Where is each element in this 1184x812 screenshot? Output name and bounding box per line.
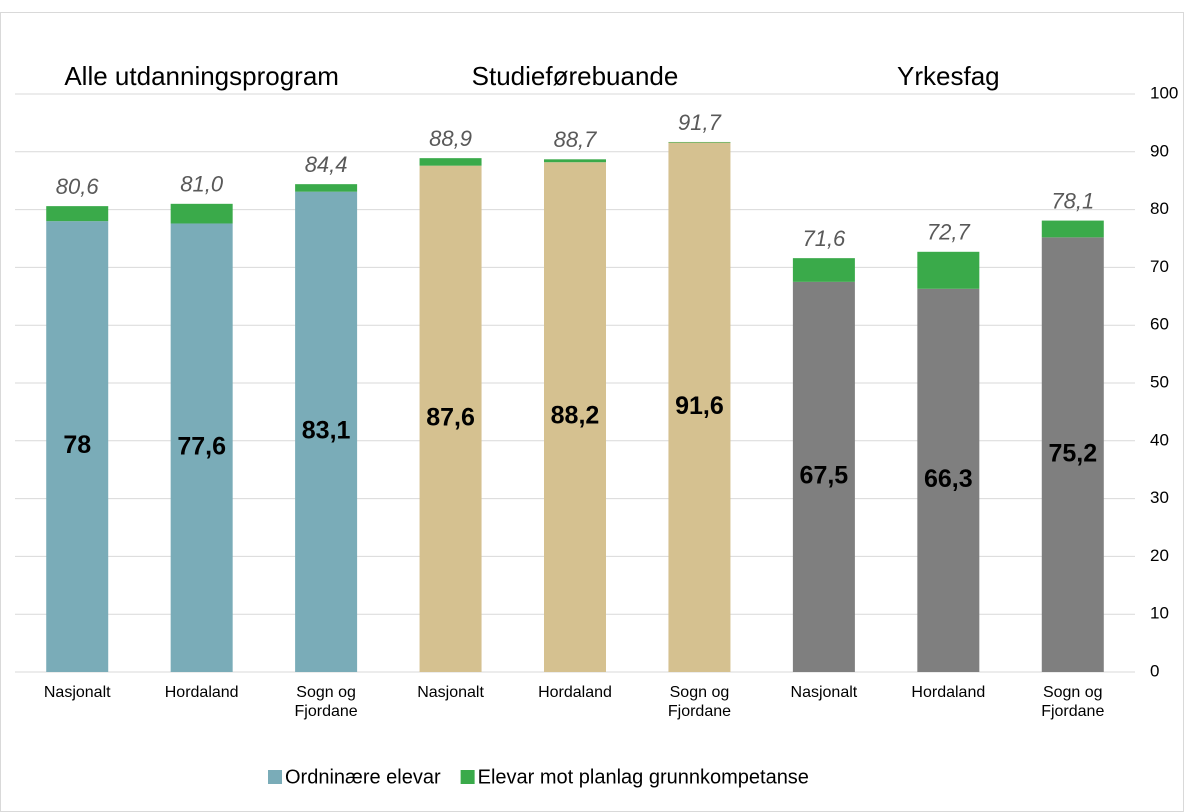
x-tick-label: Hordaland <box>911 684 986 701</box>
x-tick-label: Nasjonalt <box>417 684 484 701</box>
x-tick-label: Sogn og Fjordane <box>1041 684 1105 720</box>
bar-segment <box>170 203 233 224</box>
legend-swatch <box>460 770 475 784</box>
total-label: 78,1 <box>1051 188 1094 213</box>
y-tick-label: 0 <box>1150 661 1159 680</box>
bar-segment <box>668 141 731 143</box>
bar-segment <box>295 191 358 672</box>
y-tick-label: 80 <box>1150 199 1169 218</box>
y-tick-label: 50 <box>1150 372 1169 391</box>
y-tick-label: 90 <box>1150 141 1169 160</box>
legend-label: Ordninære elevar <box>285 766 441 788</box>
value-label: 67,5 <box>800 462 849 490</box>
total-label: 80,6 <box>56 174 100 199</box>
y-tick-label: 10 <box>1150 604 1169 623</box>
total-label: 71,6 <box>802 226 846 251</box>
y-tick-label: 100 <box>1150 83 1178 102</box>
x-tick-label: Hordaland <box>164 684 239 701</box>
value-label: 78 <box>63 431 91 459</box>
bar-segment <box>419 158 482 166</box>
bar-segment <box>419 165 482 672</box>
bar-segment <box>46 206 109 222</box>
bar-segment <box>295 184 358 192</box>
total-label: 72,7 <box>927 220 971 245</box>
value-label: 66,3 <box>924 465 973 493</box>
legend-swatch <box>268 770 282 784</box>
value-label: 88,2 <box>551 402 600 430</box>
y-tick-label: 70 <box>1150 257 1169 276</box>
x-tick-label: Sogn og Fjordane <box>294 684 358 720</box>
bar-segment <box>792 258 855 282</box>
y-tick-label: 60 <box>1150 315 1169 334</box>
y-tick-label: 40 <box>1150 430 1169 449</box>
legend-label: Elevar mot planlag grunnkompetanse <box>478 766 809 788</box>
bar-segment <box>1041 220 1104 238</box>
total-label: 91,7 <box>678 110 722 135</box>
x-tick-label: Hordaland <box>538 684 612 701</box>
bar-segment <box>544 159 606 163</box>
bar-segment <box>792 281 855 672</box>
total-label: 88,7 <box>554 127 598 152</box>
x-tick-label: Nasjonalt <box>43 684 111 701</box>
x-tick-label: Nasjonalt <box>790 684 858 701</box>
value-label: 77,6 <box>177 432 226 460</box>
bar-segment <box>544 162 606 673</box>
value-label: 83,1 <box>302 416 351 444</box>
bar-segment <box>917 288 980 672</box>
bar-segment <box>1041 237 1104 672</box>
bar-segment <box>46 221 109 672</box>
total-label: 81,0 <box>180 172 224 197</box>
value-label: 87,6 <box>426 403 475 431</box>
x-tick-label: Sogn og Fjordane <box>667 684 732 720</box>
y-tick-label: 20 <box>1150 546 1169 565</box>
total-label: 88,9 <box>429 126 472 151</box>
y-tick-label: 30 <box>1150 488 1169 507</box>
group-title: Alle utdanningsprogram <box>64 61 339 91</box>
group-title: Studieførebuande <box>472 61 679 91</box>
value-label: 75,2 <box>1048 439 1097 467</box>
bar-segment <box>668 142 731 672</box>
bar-segment <box>170 223 233 673</box>
value-label: 91,6 <box>675 392 724 420</box>
total-label: 84,4 <box>305 152 348 177</box>
bar-segment <box>917 251 980 289</box>
group-title: Yrkesfag <box>897 61 1000 91</box>
